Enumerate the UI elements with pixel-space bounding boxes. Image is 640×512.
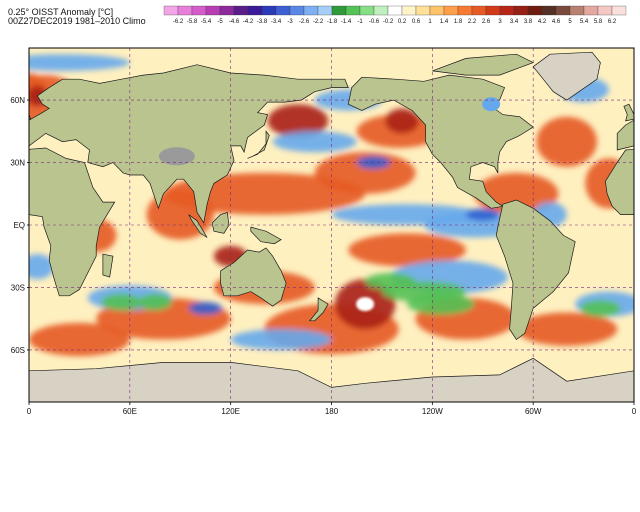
colorbar-tick-label: -3.4	[271, 19, 282, 25]
anomaly-region	[29, 54, 130, 71]
colorbar-tick-label: 0.6	[412, 19, 421, 25]
colorbar-tick-label: -2.6	[299, 19, 310, 25]
anomaly-region	[101, 293, 142, 311]
colorbar: -6.2 -5.8 -5.4 -5 -4.6 -4.2 -3.8 -3.4 -3 -2.6 -2.2…	[163, 5, 627, 25]
colorbar-tick-label: -1	[357, 19, 363, 25]
landmass-antarctica	[29, 357, 634, 402]
colorbar-tick-label: 5.8	[594, 19, 603, 25]
colorbar-tick-label: -5.4	[201, 19, 212, 25]
landmass-south-america	[495, 199, 576, 341]
latitude-label: 30N	[10, 159, 25, 168]
colorbar-tick-label: -6.2	[173, 19, 184, 25]
anomaly-region	[138, 293, 172, 311]
colorbar-tick-label: 2.2	[468, 19, 477, 25]
anomaly-core	[356, 297, 375, 312]
colorbar-tick-label: 1.8	[454, 19, 463, 25]
colorbar-tick-label: -1.4	[341, 19, 352, 25]
landmass-greenland	[532, 51, 601, 101]
plateau-terrain	[158, 147, 195, 166]
landmass-eurasia	[616, 119, 634, 151]
colorbar-tick-label: -3	[287, 19, 293, 25]
colorbar-swatch	[611, 5, 627, 16]
anomaly-region	[465, 208, 500, 221]
latitude-label: 30S	[11, 283, 25, 292]
colorbar-tick-label: -5	[217, 19, 223, 25]
colorbar-tick-label: 6.2	[608, 19, 617, 25]
anomaly-region	[580, 299, 621, 317]
landmass-uk	[623, 103, 634, 122]
anomaly-region	[516, 312, 618, 346]
colorbar-tick-label: 3.4	[510, 19, 519, 25]
anomaly-region	[365, 272, 416, 290]
anomaly-region	[272, 131, 357, 153]
colorbar-tick-label: -5.8	[187, 19, 198, 25]
hudson-bay	[482, 97, 501, 112]
anomaly-region	[230, 329, 332, 350]
colorbar-tick-label: 3	[498, 19, 502, 25]
landmass-madagascar	[102, 253, 114, 278]
longitude-label: 60E	[123, 407, 137, 416]
colorbar-tick-label: 5	[568, 19, 572, 25]
colorbar-tick-label: 4.2	[538, 19, 547, 25]
colorbar-tick-label: -0.2	[383, 19, 394, 25]
landmass-africa	[29, 147, 116, 297]
landmass-africa	[605, 148, 634, 215]
colorbar-tick-label: -0.6	[369, 19, 380, 25]
colorbar-tick-label: -3.8	[257, 19, 268, 25]
anomaly-region	[188, 302, 223, 315]
colorbar-tick-label: 0.2	[398, 19, 407, 25]
latitude-label: EQ	[13, 221, 25, 230]
map-subtitle: 00Z27DEC2019 1981–2010 Climo	[8, 16, 146, 26]
colorbar-tick-label: 5.4	[580, 19, 589, 25]
landmass-new-guinea	[250, 226, 282, 245]
colorbar-tick-label: 2.6	[482, 19, 491, 25]
colorbar-tick-label: 1.4	[440, 19, 449, 25]
longitude-label: 120E	[221, 407, 240, 416]
colorbar-tick-label: 4.6	[552, 19, 561, 25]
longitude-label: 180	[325, 407, 339, 416]
latitude-label: 60S	[11, 346, 25, 355]
longitude-label: 0	[27, 407, 32, 416]
longitude-label: 60W	[525, 407, 542, 416]
landmass-new-zealand	[308, 297, 329, 322]
longitude-label: 120W	[422, 407, 443, 416]
landmass-eurasia	[29, 64, 349, 224]
colorbar-tick-label: 3.8	[524, 19, 533, 25]
anomaly-region	[348, 233, 466, 267]
anomaly-region	[267, 104, 329, 138]
anomaly-region	[29, 254, 55, 280]
anomaly-region	[385, 108, 419, 134]
longitude-label: 0	[632, 407, 637, 416]
landmass-japan	[247, 130, 270, 159]
colorbar-tick-label: -1.8	[327, 19, 338, 25]
anomaly-region	[29, 322, 130, 357]
colorbar-tick-label: 1	[428, 19, 432, 25]
colorbar-tick-label: -2.2	[313, 19, 324, 25]
anomaly-region	[536, 116, 598, 167]
colorbar-tick-label: -4.2	[243, 19, 254, 25]
anomaly-region	[407, 293, 475, 315]
colorbar-tick-label: -4.6	[229, 19, 240, 25]
latitude-label: 60N	[10, 96, 25, 105]
landmass-sumatra	[188, 214, 208, 238]
map-title: 0.25° OISST Anomaly [°C]	[8, 7, 114, 17]
